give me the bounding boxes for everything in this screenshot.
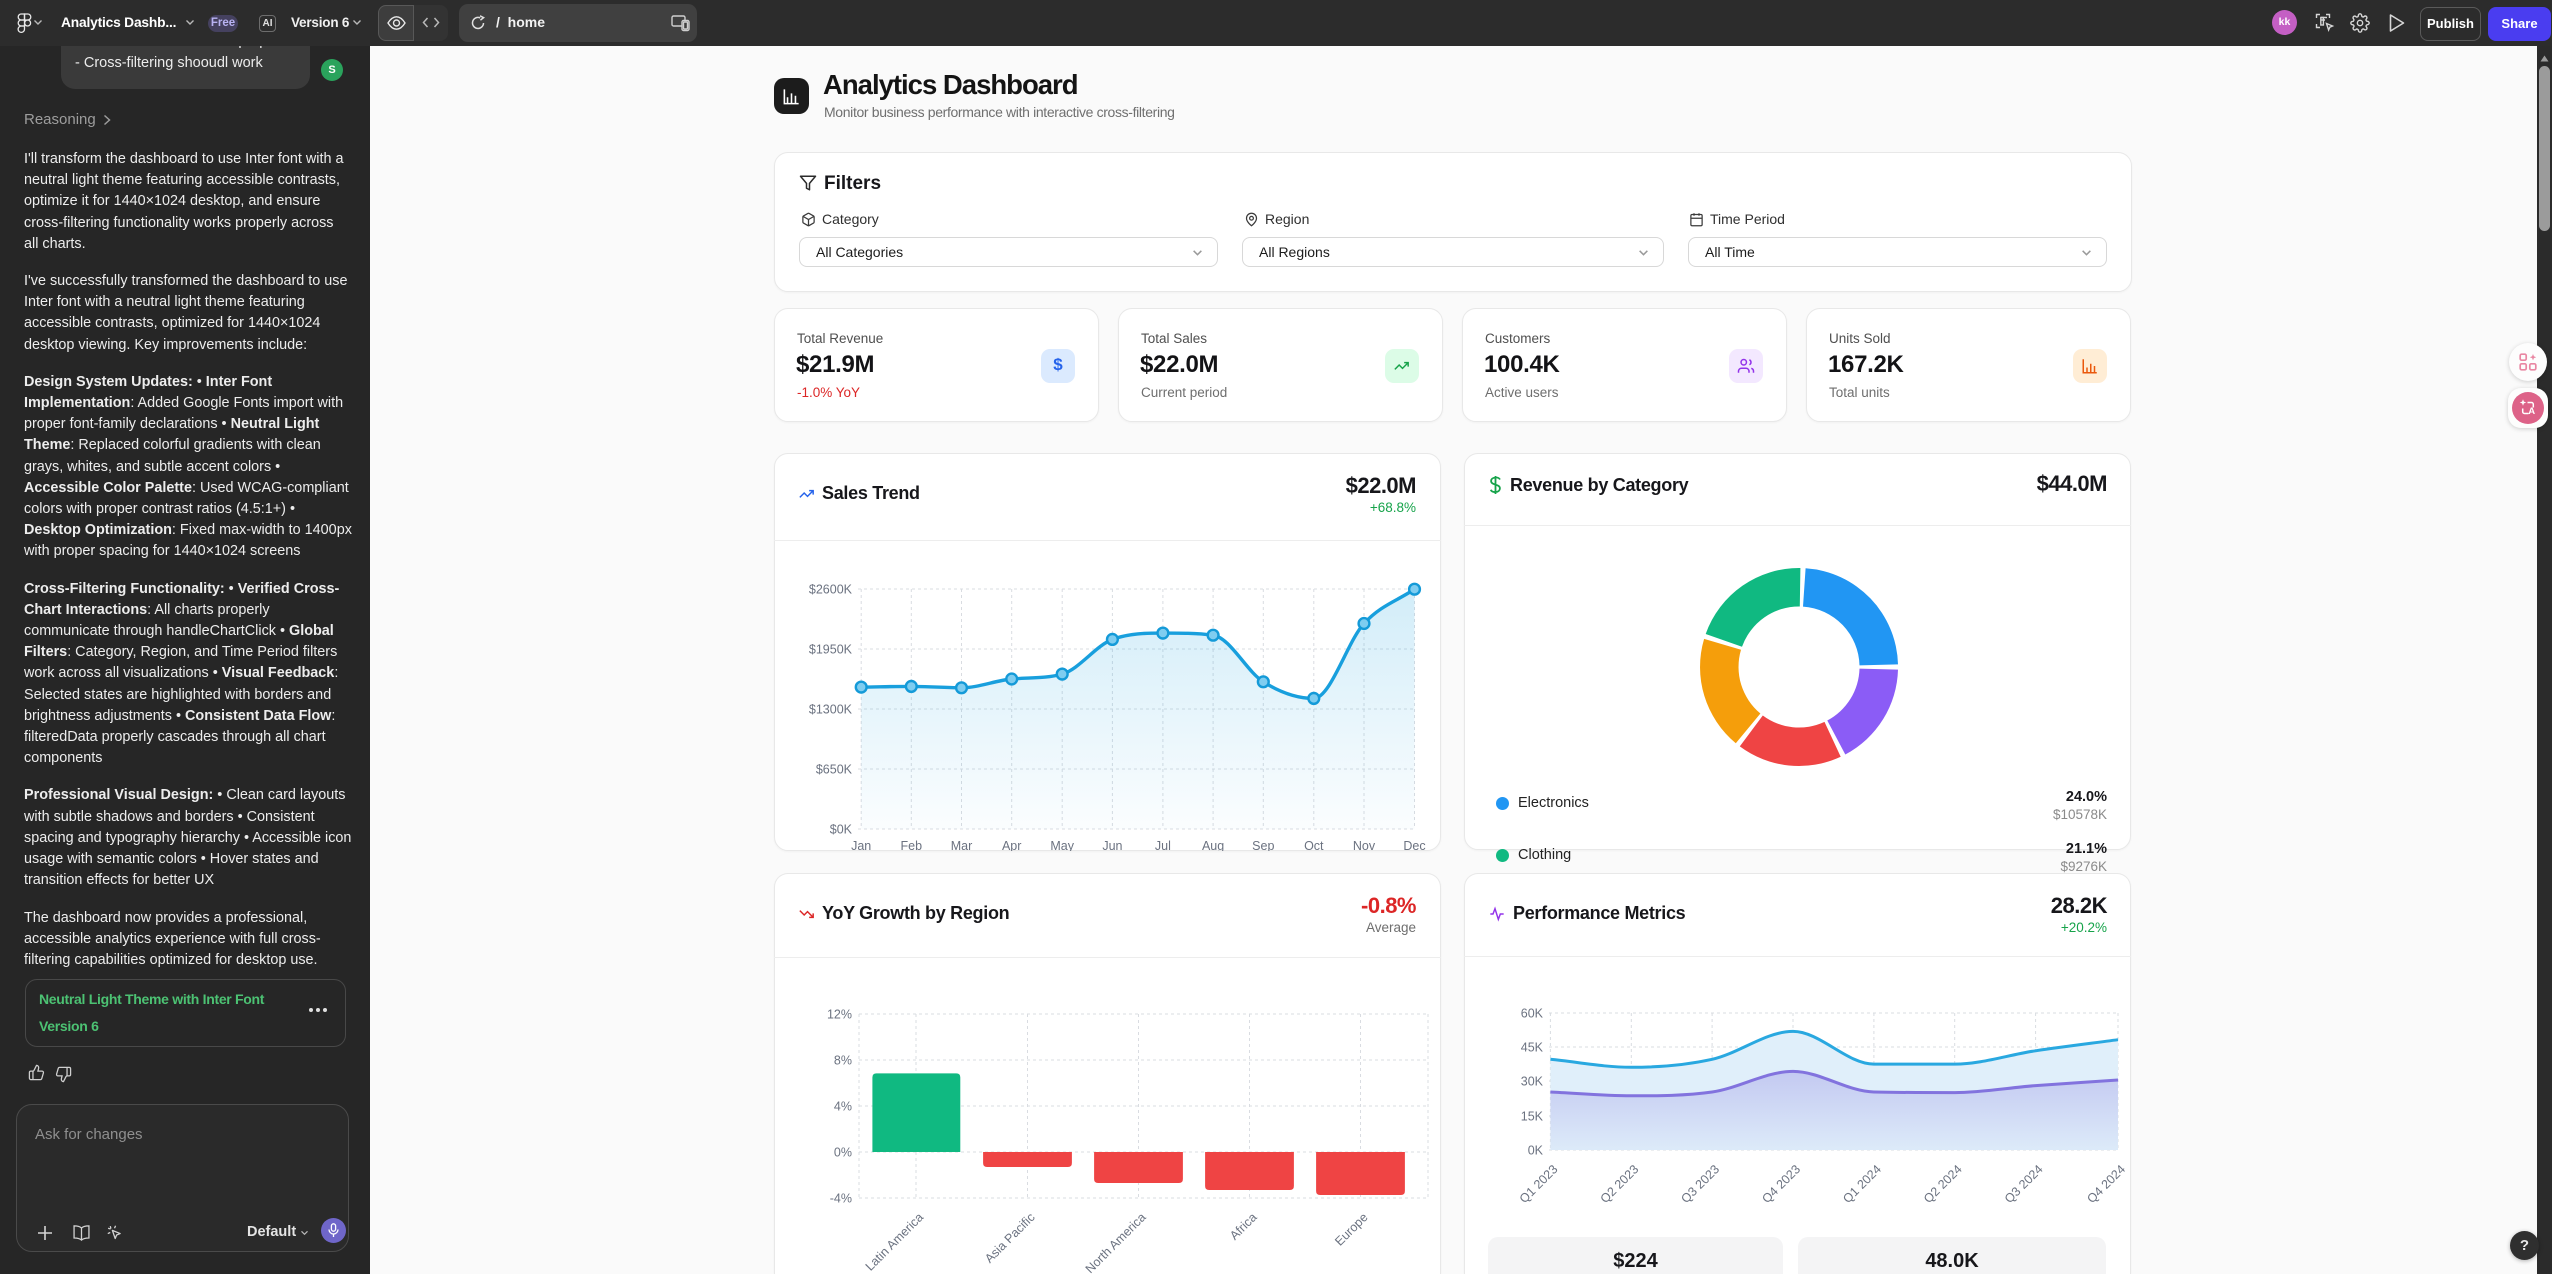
svg-text:Q2 2023: Q2 2023 bbox=[1598, 1162, 1642, 1206]
svg-text:Q4 2023: Q4 2023 bbox=[1759, 1162, 1803, 1206]
svg-text:$1300K: $1300K bbox=[809, 703, 853, 717]
svg-text:Jan: Jan bbox=[851, 839, 871, 851]
svg-text:Oct: Oct bbox=[1304, 839, 1324, 851]
svg-text:Latin America: Latin America bbox=[863, 1210, 926, 1273]
svg-text:Feb: Feb bbox=[901, 839, 923, 851]
svg-text:12%: 12% bbox=[827, 1008, 852, 1022]
svg-text:Aug: Aug bbox=[1202, 839, 1224, 851]
svg-text:$1950K: $1950K bbox=[809, 643, 853, 657]
svg-text:Q2 2024: Q2 2024 bbox=[1921, 1162, 1965, 1206]
svg-text:Europe: Europe bbox=[1332, 1210, 1370, 1248]
svg-text:Q4 2024: Q4 2024 bbox=[2084, 1162, 2128, 1206]
svg-text:30K: 30K bbox=[1521, 1075, 1544, 1089]
svg-text:Sep: Sep bbox=[1252, 839, 1274, 851]
svg-text:Jun: Jun bbox=[1102, 839, 1122, 851]
svg-text:$650K: $650K bbox=[816, 763, 853, 777]
svg-text:Nov: Nov bbox=[1353, 839, 1376, 851]
svg-text:15K: 15K bbox=[1521, 1110, 1544, 1124]
svg-text:0%: 0% bbox=[834, 1146, 852, 1160]
svg-text:Dec: Dec bbox=[1403, 839, 1425, 851]
svg-text:A: A bbox=[2528, 406, 2535, 417]
svg-text:Q1 2023: Q1 2023 bbox=[1517, 1162, 1561, 1206]
svg-text:$2600K: $2600K bbox=[809, 583, 853, 597]
svg-text:Asia Pacific: Asia Pacific bbox=[982, 1210, 1038, 1266]
svg-text:$0K: $0K bbox=[830, 823, 853, 837]
svg-text:North America: North America bbox=[1083, 1210, 1149, 1274]
svg-text:Jul: Jul bbox=[1155, 839, 1171, 851]
svg-text:60K: 60K bbox=[1521, 1007, 1544, 1021]
svg-text:Africa: Africa bbox=[1227, 1210, 1260, 1243]
svg-text:Q3 2024: Q3 2024 bbox=[2002, 1162, 2046, 1206]
svg-text:Mar: Mar bbox=[951, 839, 973, 851]
svg-text:Apr: Apr bbox=[1002, 839, 1021, 851]
svg-text:8%: 8% bbox=[834, 1054, 852, 1068]
svg-text:Q1 2024: Q1 2024 bbox=[1840, 1162, 1884, 1206]
svg-text:-4%: -4% bbox=[830, 1192, 852, 1206]
svg-text:May: May bbox=[1050, 839, 1074, 851]
svg-text:0K: 0K bbox=[1528, 1144, 1544, 1158]
svg-text:45K: 45K bbox=[1521, 1041, 1544, 1055]
svg-text:Q3 2023: Q3 2023 bbox=[1678, 1162, 1722, 1206]
svg-text:4%: 4% bbox=[834, 1100, 852, 1114]
